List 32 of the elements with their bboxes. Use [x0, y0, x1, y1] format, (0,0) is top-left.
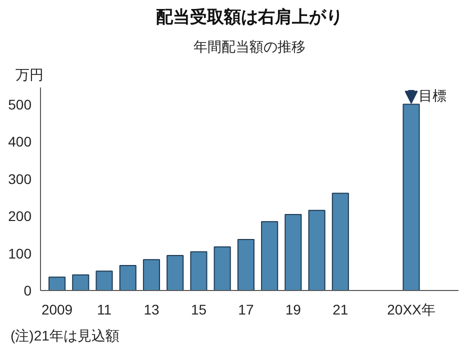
bar	[190, 251, 208, 290]
text: (注)21年は見込額	[10, 328, 120, 344]
bar	[214, 246, 231, 290]
x-tick-label: 13	[144, 302, 160, 318]
x-tick-label: 21	[332, 302, 348, 318]
annotation: 目標	[418, 88, 446, 104]
bar	[166, 254, 184, 290]
x-tick-label: 17	[238, 302, 254, 318]
y-axis-title: 万円	[16, 66, 44, 82]
bar	[142, 259, 160, 290]
bar	[237, 238, 254, 290]
bar	[308, 210, 326, 290]
y-tick-label: 100	[8, 245, 32, 262]
x-tick-label: 2009	[41, 302, 73, 318]
y-tick-label: 400	[8, 134, 32, 150]
bar	[48, 276, 66, 290]
y-tick-label: 0	[24, 282, 32, 298]
x-tick-label: 19	[285, 302, 302, 318]
bar	[332, 192, 349, 290]
bar	[261, 221, 278, 290]
bar	[72, 274, 90, 290]
y-tick-label: 300	[8, 170, 32, 187]
bar	[119, 265, 136, 290]
x-tick-label: 20XX年	[387, 302, 436, 318]
x-tick-label: 11	[96, 302, 112, 318]
chart-title: 配当受取額は右肩上がり	[156, 8, 343, 26]
y-tick-label: 200	[8, 208, 32, 224]
bar	[96, 270, 113, 290]
chart-subtitle: 年間配当額の推移	[194, 38, 306, 54]
y-tick-label: 500	[8, 96, 32, 112]
bar	[284, 214, 302, 290]
x-tick-label: 15	[190, 302, 207, 318]
